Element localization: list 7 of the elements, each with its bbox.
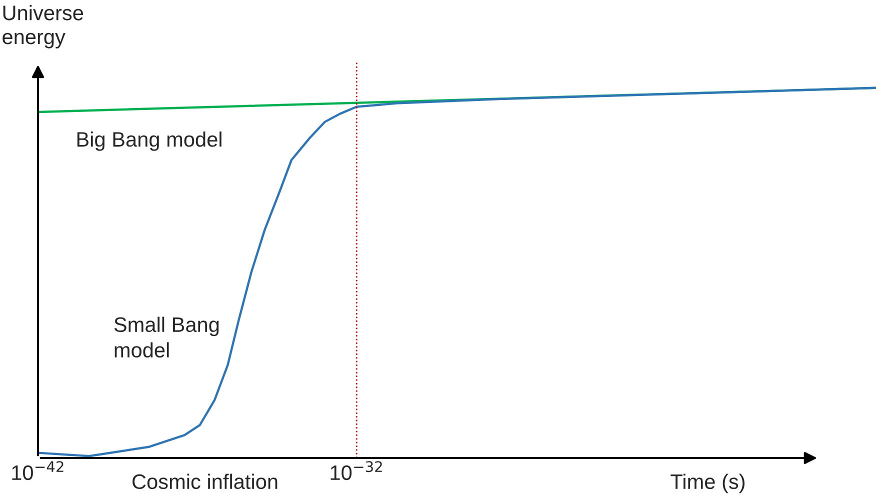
series-label: Big Bang model <box>77 131 222 151</box>
x-tick-label: 10$^{−42}$ <box>12 461 64 480</box>
text: Cosmic inflation <box>132 474 278 490</box>
y-axis-title: Universe energy <box>2 5 84 48</box>
series-label: Small Bang model <box>114 316 219 358</box>
x-axis-title: Time (s) <box>670 474 745 494</box>
x-tick-label: 10$^{−32}$ <box>330 461 382 480</box>
